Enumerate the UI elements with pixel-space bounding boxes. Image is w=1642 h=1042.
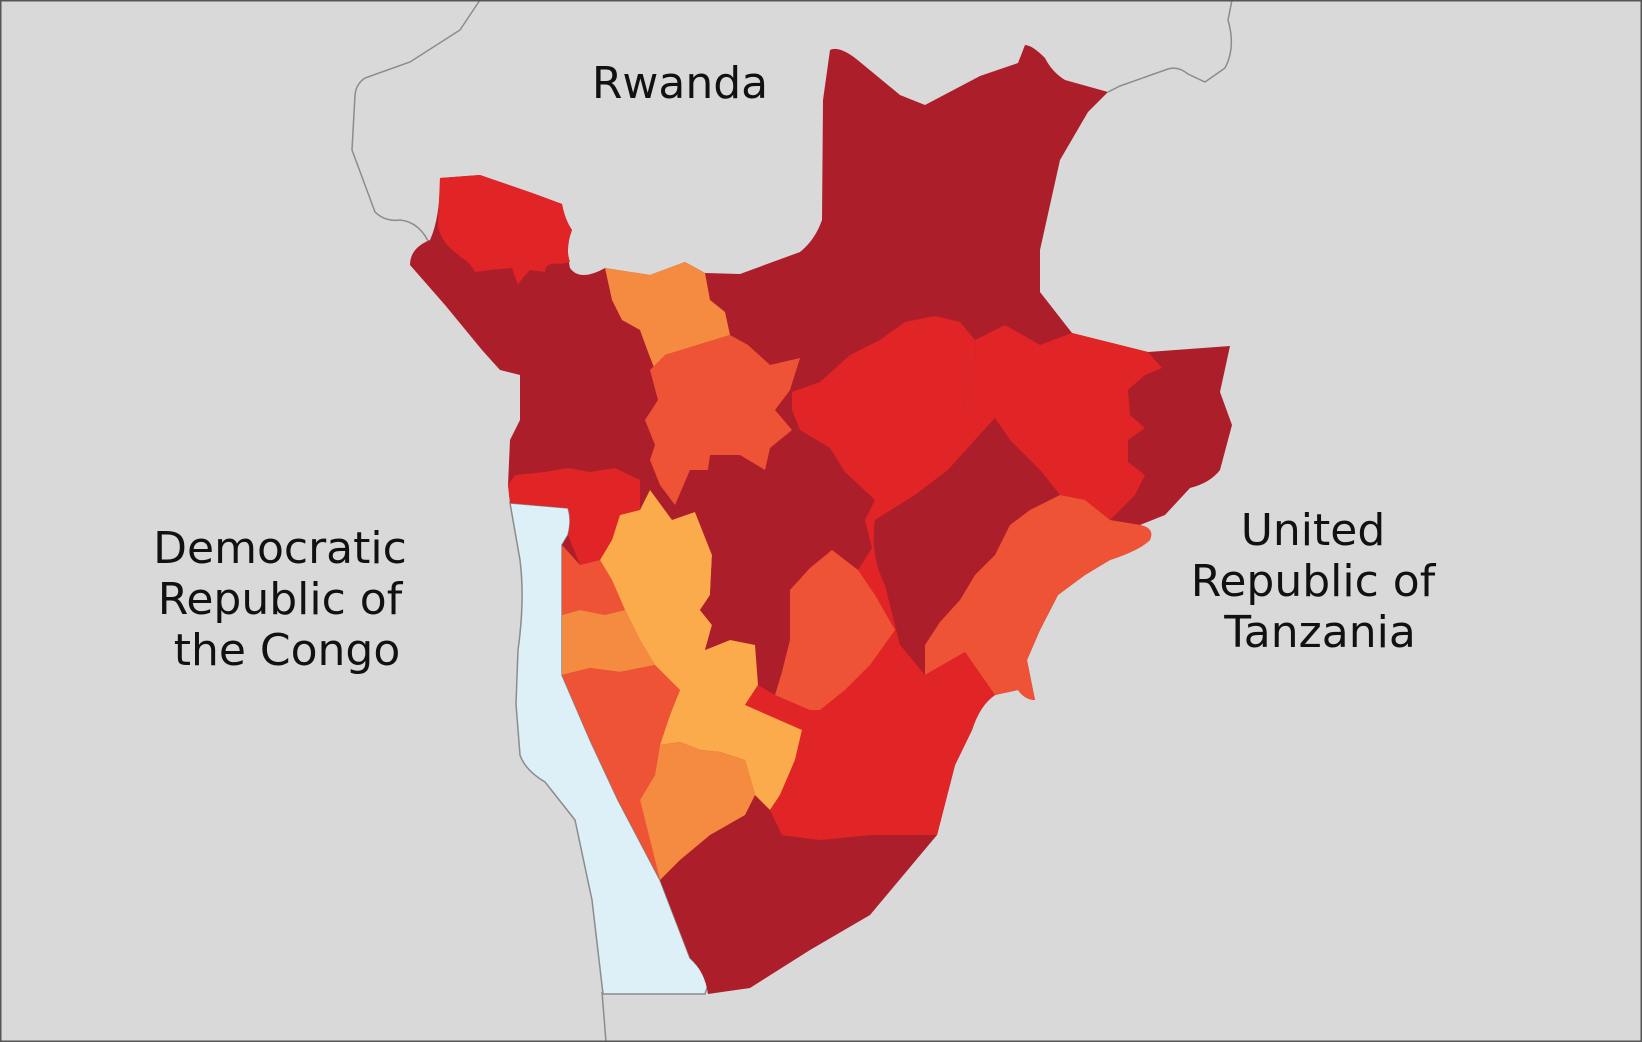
burundi-provinces: [410, 45, 1232, 994]
province-central-red-orange: [645, 335, 800, 505]
label-drc: Democratic Republic of the Congo: [153, 523, 421, 676]
province-centre-dark-red-pocket: [700, 500, 790, 650]
province-sw-red-orange: [562, 665, 680, 880]
label-rwanda: Rwanda: [592, 58, 768, 109]
drc-lake-shore-south: [601, 991, 607, 1042]
province-east-dark-red: [873, 418, 1060, 645]
province-mid-dark-red: [695, 455, 780, 555]
province-south-red: [745, 645, 995, 840]
lake-tanganyika: [509, 502, 709, 995]
province-se-red-orange: [925, 495, 1152, 700]
rwanda-tanzania-border: [1107, 0, 1233, 93]
province-west-orange: [562, 610, 655, 675]
province-west-red-orange: [562, 545, 625, 615]
international-borders: [351, 0, 1233, 1042]
rwanda-drc-border: [351, 0, 481, 246]
province-west-red: [508, 468, 640, 565]
province-nw-red: [438, 175, 572, 285]
label-tanzania: United Republic of Tanzania: [1191, 505, 1449, 658]
province-north-orange: [605, 262, 730, 370]
province-south-central-orange: [640, 742, 755, 880]
neighbor-labels: Rwanda Democratic Republic of the Congo …: [153, 58, 1449, 676]
province-ne-red: [962, 325, 1162, 520]
